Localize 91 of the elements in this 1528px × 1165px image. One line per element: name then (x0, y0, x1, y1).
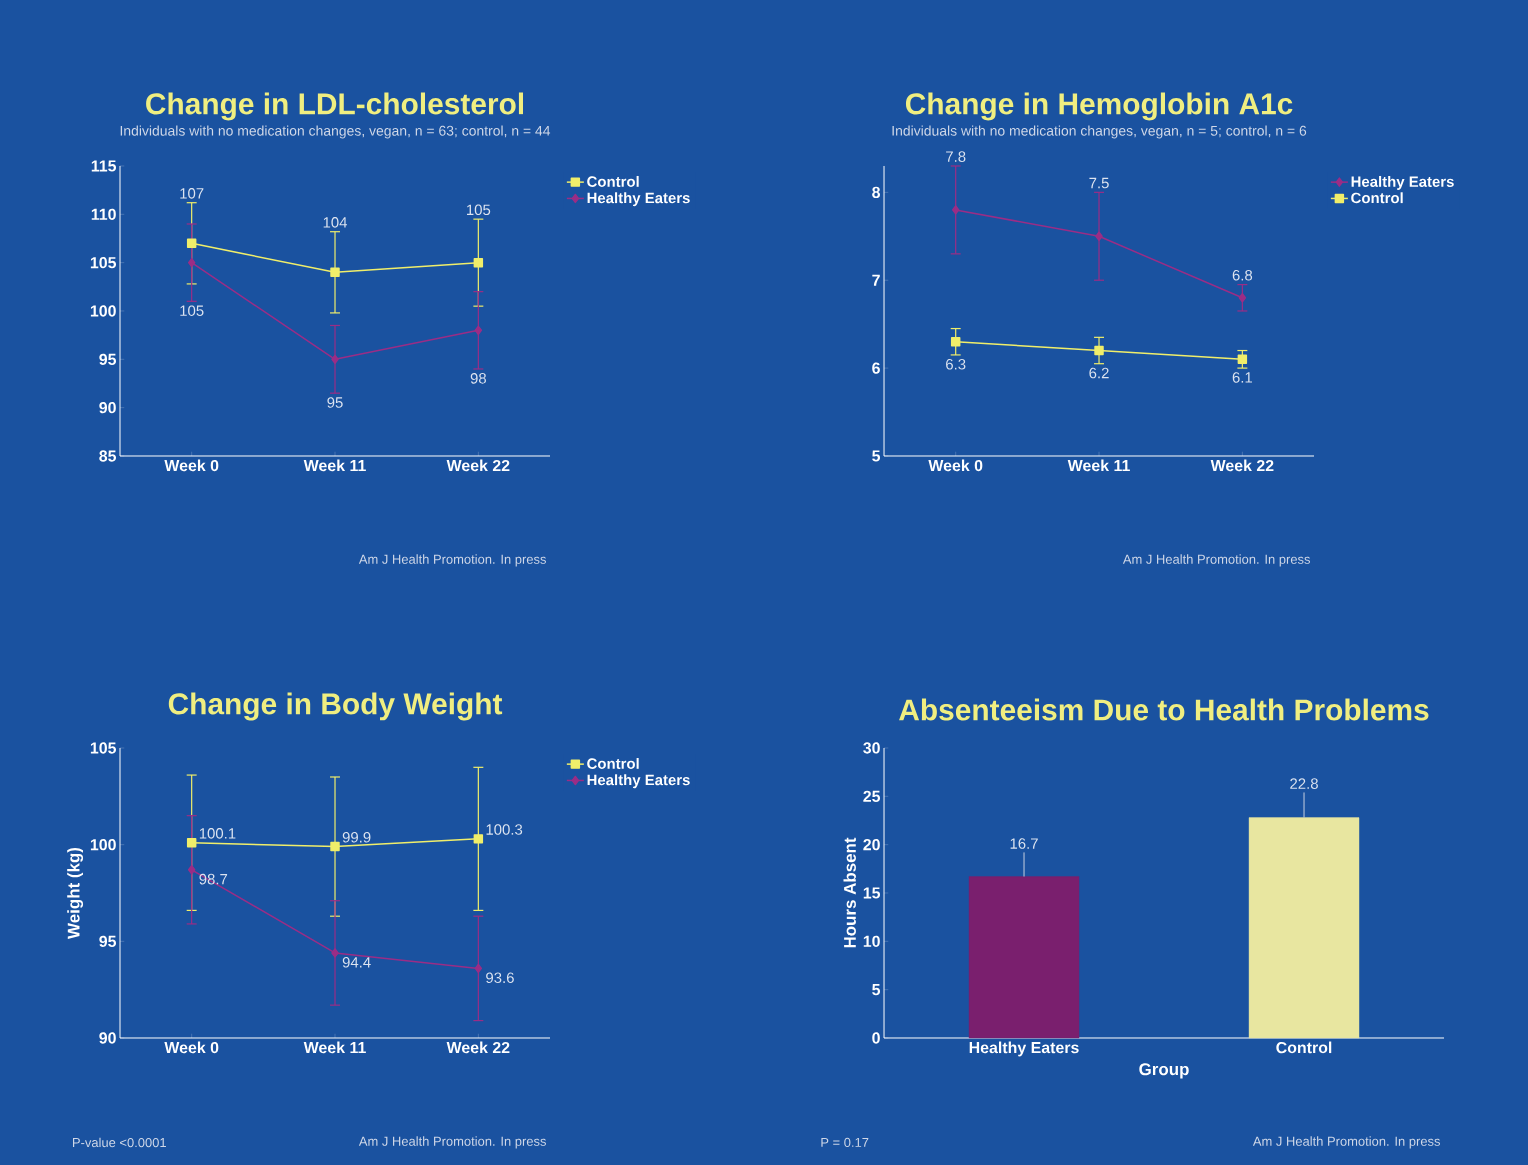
x-tick-label: Week 0 (164, 459, 219, 472)
point (331, 948, 339, 958)
point (187, 865, 196, 875)
point (950, 337, 961, 347)
y-tick-label: 100 (90, 839, 116, 851)
point (1238, 293, 1247, 303)
data-label: 98 (470, 373, 486, 384)
x-tick-label: Week 0 (928, 459, 983, 472)
text: Am J Health Promotion. In press (1122, 554, 1311, 567)
x-tick-label: Week 22 (1210, 459, 1274, 472)
y-tick-label: 115 (91, 160, 117, 172)
point (473, 257, 484, 268)
point (330, 841, 340, 852)
y-tick-label: 110 (91, 208, 116, 220)
y-tick-label: 90 (99, 1032, 116, 1044)
legend-label: Healthy Eaters (587, 774, 690, 789)
y-tick-label: 7 (872, 274, 880, 286)
y-tick-label: 20 (863, 839, 880, 851)
text: Am J Health Promotion. In press (358, 1136, 546, 1149)
data-label: 95 (327, 397, 343, 408)
y-tick-label: 6 (872, 362, 880, 374)
chart-title: Change in Hemoglobin A1c (905, 92, 1293, 121)
data-label: 6.2 (1089, 367, 1109, 379)
point (474, 325, 483, 336)
legend-label: Control (587, 175, 639, 187)
x-tick-label: Week 11 (1067, 459, 1130, 472)
legend-label: Control (587, 757, 639, 769)
data-label: 94.4 (342, 957, 371, 968)
point (330, 267, 340, 278)
data-label: 22.8 (1290, 778, 1318, 789)
data-label: 93.6 (486, 972, 514, 984)
data-label: 99.9 (342, 831, 371, 843)
chart-subtitle: Individuals with no medication changes, vegan, n = 63; control, n = 44 (120, 125, 551, 139)
point (1095, 231, 1103, 242)
y-tick-label: 90 (99, 402, 116, 414)
y-axis-title: Weight (kg) (67, 847, 84, 939)
y-axis-title: Hours Absent (843, 837, 856, 948)
chart-title: Absenteeism Due to Health Problems (899, 698, 1429, 721)
y-tick-label: 5 (872, 450, 881, 462)
y-tick-label: 25 (863, 790, 881, 802)
y-tick-label: 95 (99, 353, 117, 365)
data-label: 7.5 (1089, 177, 1109, 189)
y-tick-label: 105 (90, 257, 117, 269)
chart-subtitle: Individuals with no medication changes, vegan, n = 5; control, n = 6 (892, 125, 1307, 139)
data-label: 104 (323, 217, 348, 228)
point (951, 205, 960, 215)
y-tick-label: 100 (90, 305, 116, 317)
data-label: 6.1 (1232, 372, 1253, 383)
point (186, 238, 197, 249)
data-label: 100.3 (486, 824, 523, 835)
x-tick-label: Week 11 (303, 1041, 366, 1054)
chart-title: Change in Body Weight (168, 692, 503, 721)
point (473, 834, 484, 844)
point (1237, 354, 1248, 365)
text: Am J Health Promotion. In press (358, 554, 546, 567)
legend-label: Control (1351, 192, 1403, 204)
point (331, 354, 339, 365)
text: Am J Health Promotion. In press (1252, 1136, 1441, 1149)
legend-label: Healthy Eaters (587, 192, 690, 207)
legend-label: Healthy Eaters (1351, 175, 1454, 190)
x-axis-title: Group (1139, 1063, 1189, 1079)
data-label: 105 (467, 204, 491, 216)
point (474, 963, 483, 974)
x-tick-label: Healthy Eaters (969, 1041, 1079, 1057)
data-label: 6.8 (1232, 269, 1253, 281)
point (186, 837, 197, 848)
x-tick-label: Week 0 (164, 1041, 219, 1054)
x-tick-label: Week 22 (446, 459, 510, 472)
y-tick-label: 95 (99, 935, 117, 947)
data-label: 6.3 (946, 358, 966, 370)
x-tick-label: Week 22 (446, 1041, 510, 1054)
data-label: 7.8 (946, 151, 966, 162)
y-tick-label: 8 (872, 186, 881, 198)
y-tick-label: 15 (863, 887, 881, 899)
y-tick-label: 0 (872, 1032, 880, 1044)
point (1094, 345, 1104, 356)
data-label: 105 (180, 305, 204, 316)
y-tick-label: 85 (99, 450, 117, 462)
data-label: 16.7 (1010, 838, 1038, 849)
y-tick-label: 5 (872, 984, 881, 996)
text: P-value <0.0001 (72, 1137, 166, 1148)
x-tick-label: Week 11 (303, 459, 366, 472)
data-label: 100.1 (199, 828, 236, 839)
data-label: 107 (180, 188, 204, 199)
point (187, 257, 196, 268)
y-tick-label: 105 (90, 742, 117, 754)
chart-title: Change in LDL-cholesterol (146, 92, 524, 121)
y-tick-label: 10 (863, 935, 880, 947)
text: P = 0.17 (821, 1137, 869, 1147)
x-tick-label: Control (1276, 1041, 1332, 1054)
y-tick-label: 30 (863, 742, 880, 754)
